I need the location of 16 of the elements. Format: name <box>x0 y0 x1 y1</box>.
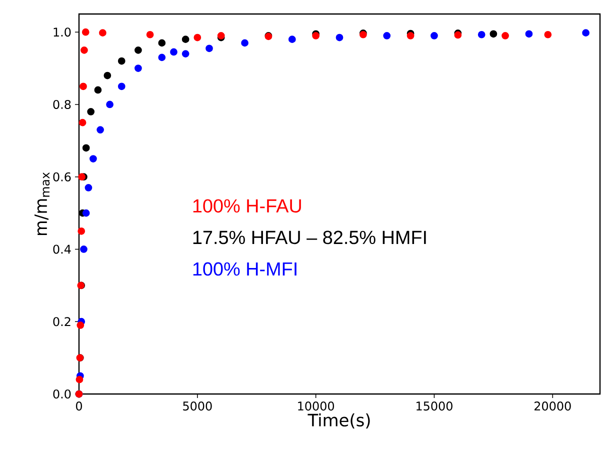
x-tick-label: 0 <box>76 402 82 411</box>
y-axis-title: m/m$_{max}$ <box>34 172 50 235</box>
text: 100% H-MFI <box>193 262 296 276</box>
y-tick-label: 0.0 <box>53 389 71 399</box>
x-tick-label: 10000 <box>298 402 334 411</box>
x-tick-label: 15000 <box>416 402 452 411</box>
y-tick-label: 0.2 <box>53 317 70 326</box>
y-tick-label: 0.6 <box>53 172 71 182</box>
y-tick-label: 0.8 <box>53 100 71 109</box>
x-tick-label: 20000 <box>534 402 571 411</box>
text: 100% H-FAU <box>193 199 301 213</box>
x-tick-label: 5000 <box>183 402 212 411</box>
text: 17.5% HFAU – 82.5% HMFI <box>193 230 426 244</box>
y-tick-label: 1.0 <box>54 28 71 37</box>
y-tick-label: 0.4 <box>53 244 71 254</box>
x-axis-title: Time(s) <box>308 413 370 429</box>
